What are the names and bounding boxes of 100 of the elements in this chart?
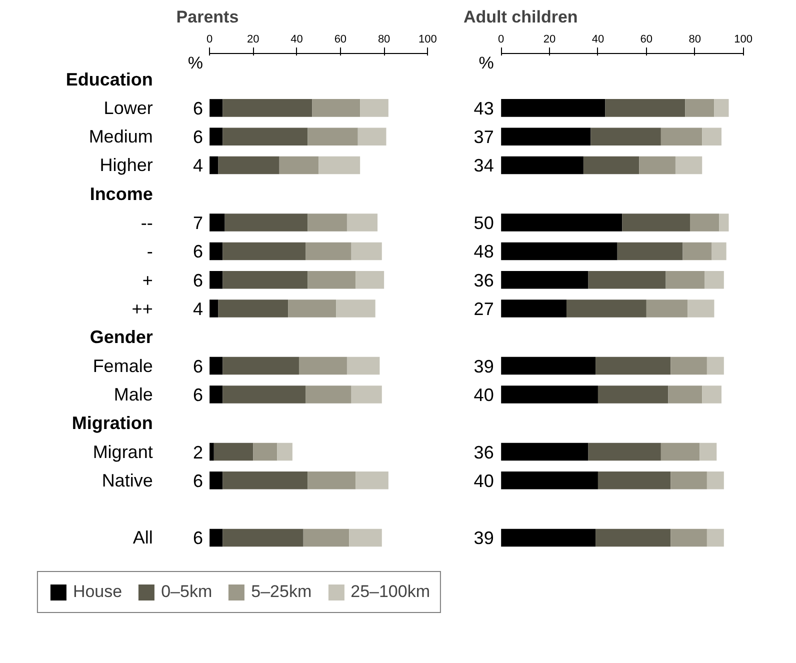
legend-label: 0–5km xyxy=(161,582,212,602)
bar xyxy=(622,214,690,232)
bar xyxy=(617,242,683,260)
data-label: 36 xyxy=(474,270,494,290)
bar xyxy=(210,156,218,174)
y-tick-label: ++ xyxy=(132,299,153,319)
bar xyxy=(210,300,218,318)
y-tick-label: Male xyxy=(114,384,153,404)
x-tick-label: 80 xyxy=(378,34,390,46)
data-label: 7 xyxy=(192,213,204,234)
x-tick-label: 80 xyxy=(688,34,701,46)
x-tick-label: 60 xyxy=(640,34,653,46)
bar xyxy=(318,156,360,174)
data-label: 6 xyxy=(192,270,204,290)
bar xyxy=(700,442,717,461)
bar xyxy=(210,242,223,260)
bar xyxy=(218,156,280,174)
bar xyxy=(356,270,384,289)
bar xyxy=(336,300,376,318)
bar xyxy=(210,128,223,146)
bar xyxy=(222,528,304,547)
y-tick-label: Migration xyxy=(72,413,153,434)
bar xyxy=(666,270,705,289)
data-label: 37 xyxy=(474,127,494,148)
x-axis-title: % xyxy=(188,54,204,72)
bar xyxy=(598,386,668,404)
bar xyxy=(501,242,618,260)
bar xyxy=(670,472,707,490)
bar xyxy=(596,528,671,547)
bar xyxy=(218,300,288,318)
data-label: 50 xyxy=(474,213,494,234)
bar xyxy=(660,442,700,461)
bar xyxy=(714,99,729,117)
y-tick-label: Medium xyxy=(88,126,153,147)
legend-label: House xyxy=(72,582,122,602)
bar xyxy=(222,270,308,289)
bar xyxy=(501,442,588,461)
y-tick-label: Migrant xyxy=(92,442,153,462)
y-tick-label: Native xyxy=(102,470,153,490)
bar xyxy=(222,472,308,490)
bar xyxy=(501,356,596,375)
bar xyxy=(210,442,214,461)
x-tick-label: 0 xyxy=(498,34,504,46)
bar xyxy=(702,128,722,146)
y-tick-label: Education xyxy=(66,69,153,90)
bar xyxy=(501,270,588,289)
bar xyxy=(596,356,671,375)
y-tick-label: + xyxy=(142,270,153,290)
y-tick-label: Income xyxy=(90,184,153,204)
y-tick-label: Gender xyxy=(90,327,153,348)
data-label: 27 xyxy=(474,299,494,319)
bar xyxy=(312,99,360,117)
bar xyxy=(222,386,306,404)
bar xyxy=(356,472,388,490)
bar xyxy=(566,300,646,318)
data-label: 40 xyxy=(474,384,494,405)
y-tick-label: Female xyxy=(92,356,153,376)
legend-label: 5–25km xyxy=(251,582,312,602)
bar xyxy=(588,270,666,289)
x-tick-label: 20 xyxy=(247,34,260,46)
bar xyxy=(501,472,598,490)
data-label: 6 xyxy=(192,384,204,405)
x-tick-label: 0 xyxy=(206,34,213,46)
bar xyxy=(308,128,358,146)
bar xyxy=(704,270,724,289)
bar xyxy=(308,270,356,289)
bar xyxy=(306,242,352,260)
bar xyxy=(501,214,622,232)
y-tick-label: -- xyxy=(140,213,153,234)
y-tick-label: - xyxy=(146,242,153,262)
data-label: 39 xyxy=(474,528,494,548)
bar xyxy=(706,472,724,490)
bar xyxy=(706,356,724,375)
bar xyxy=(501,156,584,174)
bar xyxy=(210,528,223,547)
bar xyxy=(277,442,292,461)
data-label: 6 xyxy=(192,98,204,118)
bar xyxy=(358,128,386,146)
bar xyxy=(605,99,686,117)
x-tick-label: 20 xyxy=(543,34,556,46)
y-tick-label: Lower xyxy=(104,98,153,118)
bar xyxy=(222,99,312,117)
bar xyxy=(501,128,591,146)
bar xyxy=(670,528,707,547)
data-label: 2 xyxy=(192,442,204,462)
y-tick-label: Higher xyxy=(100,155,153,176)
x-axis-title: % xyxy=(478,54,494,72)
bar xyxy=(210,270,223,289)
bar xyxy=(501,386,598,404)
bar xyxy=(690,214,720,232)
data-label: 40 xyxy=(474,470,494,491)
bar xyxy=(308,472,356,490)
x-tick-label: 100 xyxy=(734,34,752,46)
data-label: 36 xyxy=(474,442,494,462)
data-label: 48 xyxy=(474,242,494,262)
x-tick-label: 40 xyxy=(592,34,604,46)
bar xyxy=(590,128,661,146)
bar xyxy=(222,242,306,260)
data-label: 34 xyxy=(474,156,494,176)
bar xyxy=(346,356,380,375)
